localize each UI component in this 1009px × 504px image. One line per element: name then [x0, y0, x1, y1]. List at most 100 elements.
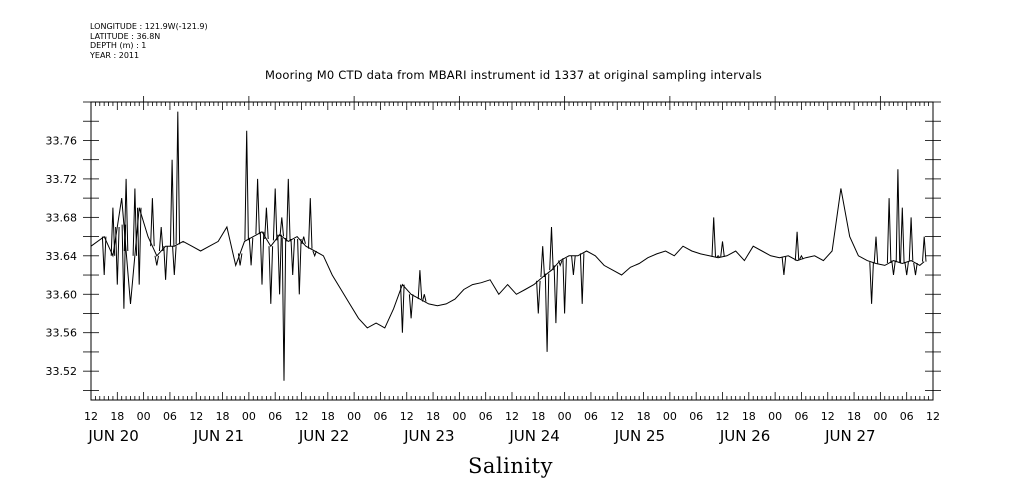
salinity-spike [150, 198, 155, 247]
x-tick-label: 12 [610, 410, 624, 423]
x-tick-label: 00 [558, 410, 572, 423]
x-tick-label: 12 [84, 410, 98, 423]
x-tick-label: 12 [821, 410, 835, 423]
x-tick-label: 18 [847, 410, 861, 423]
x-tick-label: 06 [479, 410, 493, 423]
salinity-spike [169, 159, 175, 247]
x-tick-label: 18 [216, 410, 230, 423]
x-tick-label: 18 [321, 410, 335, 423]
salinity-spike [544, 273, 550, 352]
x-axis-label: Salinity [468, 454, 553, 478]
salinity-spike [172, 246, 177, 276]
x-tick-label: 06 [373, 410, 387, 423]
x-tick-label: 18 [531, 410, 545, 423]
salinity-spike [922, 236, 927, 262]
y-tick-label: 33.64 [46, 250, 78, 263]
salinity-spike [908, 217, 914, 261]
salinity-spike [248, 237, 254, 266]
salinity-spike [259, 231, 265, 285]
salinity-spike [553, 265, 559, 324]
x-day-label: JUN 23 [403, 427, 454, 445]
x-tick-label: 06 [584, 410, 598, 423]
salinity-spike [558, 260, 563, 267]
salinity-spike [781, 256, 787, 276]
salinity-spike [154, 255, 159, 266]
x-day-label: JUN 21 [193, 427, 244, 445]
y-tick-label: 33.72 [46, 173, 78, 186]
salinity-spike [536, 280, 541, 314]
salinity-line [90, 188, 925, 329]
chart-title-container: Mooring M0 CTD data from MBARI instrumen… [0, 68, 1009, 82]
salinity-spike [308, 198, 313, 249]
y-tick-label: 33.60 [46, 288, 78, 301]
salinity-spike [886, 198, 892, 264]
salinity-spike [286, 178, 291, 242]
salinity-spike [244, 130, 249, 241]
metadata-block: LONGITUDE : 121.9W(-121.9) LATITUDE : 36… [90, 22, 208, 60]
salinity-spike [400, 284, 405, 333]
salinity-spike [422, 294, 427, 302]
salinity-spike [869, 262, 874, 304]
year-label: YEAR : 2011 [90, 50, 140, 60]
x-tick-label: 00 [663, 410, 677, 423]
x-tick-label: 00 [137, 410, 151, 423]
x-tick-label: 06 [163, 410, 177, 423]
salinity-spike [562, 258, 567, 314]
salinity-spike [417, 270, 423, 300]
x-tick-label: 06 [794, 410, 808, 423]
plot-frame [90, 101, 934, 401]
salinity-spike [900, 207, 905, 264]
x-tick-label: 12 [400, 410, 414, 423]
x-tick-label: 00 [873, 410, 887, 423]
y-tick-label: 33.56 [46, 327, 78, 340]
salinity-spike [110, 207, 116, 256]
chart-title: Mooring M0 CTD data from MBARI instrumen… [265, 68, 762, 82]
salinity-spike [163, 246, 168, 280]
salinity-spike [540, 246, 545, 278]
salinity-spike [408, 294, 414, 319]
salinity-spike [716, 255, 721, 259]
y-tick-label: 33.76 [46, 134, 78, 147]
salinity-spike [720, 241, 725, 257]
longitude-label: LONGITUDE : 121.9W(-121.9) [90, 22, 208, 31]
salinity-spike [101, 236, 107, 276]
x-tick-label: 18 [110, 410, 124, 423]
x-tick-label: 00 [768, 410, 782, 423]
x-tick-label: 00 [242, 410, 256, 423]
salinity-spike [579, 253, 585, 304]
salinity-spike [301, 236, 306, 244]
x-tick-label: 06 [268, 410, 282, 423]
depth-label: DEPTH (m) : 1 [90, 41, 147, 50]
x-tick-label: 18 [637, 410, 651, 423]
x-day-label: JUN 27 [824, 427, 875, 445]
salinity-spike [297, 238, 302, 295]
x-day-label: JUN 22 [298, 427, 349, 445]
y-tick-label: 33.68 [46, 211, 78, 224]
x-tick-label: 06 [689, 410, 703, 423]
salinity-spike [115, 226, 120, 285]
salinity-spike [277, 234, 282, 295]
salinity-spike [794, 231, 800, 261]
salinity-spike [255, 178, 260, 235]
x-tick-label: 12 [505, 410, 519, 423]
x-tick-label: 06 [900, 410, 914, 423]
salinity-spike [913, 262, 918, 276]
salinity-spike [272, 188, 278, 241]
salinity-spike [312, 250, 317, 258]
salinity-spike [279, 217, 284, 237]
latitude-label: LATITUDE : 36.8N [90, 31, 161, 41]
x-tick-label: 00 [347, 410, 361, 423]
salinity-spike [549, 226, 554, 271]
salinity-spike [891, 260, 896, 276]
x-tick-label: 18 [426, 410, 440, 423]
y-tick-label: 33.52 [46, 365, 78, 378]
salinity-spike [268, 246, 274, 304]
salinity-spike [799, 254, 804, 260]
salinity-spike [711, 217, 716, 257]
x-day-label: JUN 25 [614, 427, 665, 445]
salinity-spike [290, 238, 295, 276]
x-tick-label: 12 [716, 410, 730, 423]
salinity-spike [281, 237, 287, 381]
salinity-spike [571, 255, 576, 276]
x-day-label: JUN 26 [719, 427, 770, 445]
